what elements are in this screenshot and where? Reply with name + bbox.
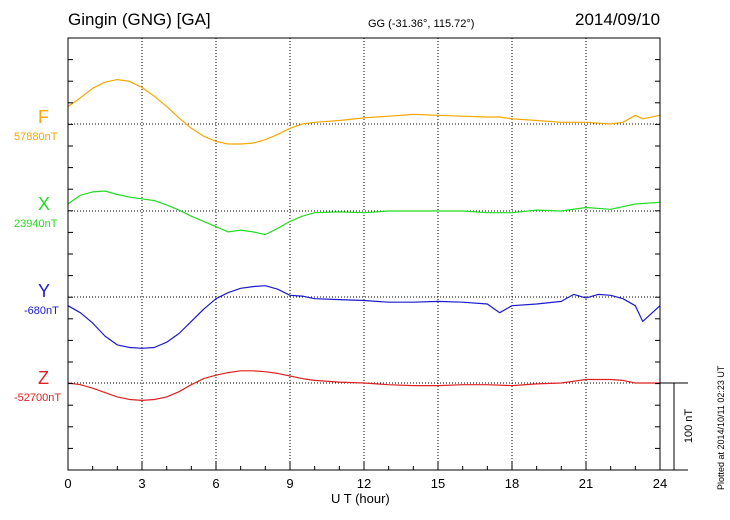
baseline-label-y: -680nT <box>24 305 59 317</box>
traces <box>67 78 661 401</box>
series-label-x: X <box>38 194 51 214</box>
series-label-y: Y <box>38 281 51 301</box>
series-line-f <box>67 78 661 145</box>
grid <box>141 38 587 470</box>
series-line-x <box>67 190 661 236</box>
baseline-label-f: 57880nT <box>14 131 58 143</box>
x-tick-label: 0 <box>64 476 71 491</box>
chart-date: 2014/09/10 <box>575 10 661 29</box>
station-coordinates: GG (-31.36°, 115.72°) <box>368 18 475 30</box>
x-tick-label: 21 <box>579 476 593 491</box>
x-tick-label: 18 <box>505 476 519 491</box>
series-line-y <box>67 285 661 349</box>
x-tick-label: 12 <box>357 476 371 491</box>
scale-bar: 100 nT <box>660 382 695 471</box>
x-axis-label: U T (hour) <box>331 491 390 506</box>
series-line-z <box>67 370 660 401</box>
chart-title: Gingin (GNG) [GA] <box>68 10 211 29</box>
scale-bar-label: 100 nT <box>683 409 695 444</box>
series-label-f: F <box>38 107 49 127</box>
baseline-label-z: -52700nT <box>14 392 62 404</box>
x-tick-label: 15 <box>431 476 445 491</box>
x-tick-label: 3 <box>138 476 145 491</box>
series-label-z: Z <box>38 368 49 388</box>
baseline-label-x: 23940nT <box>14 218 58 230</box>
axis-ticks: 0 3 6 9 12 15 18 21 24 <box>64 59 667 491</box>
x-tick-label: 24 <box>653 476 667 491</box>
x-tick-label: 9 <box>286 476 293 491</box>
x-tick-label: 6 <box>212 476 219 491</box>
